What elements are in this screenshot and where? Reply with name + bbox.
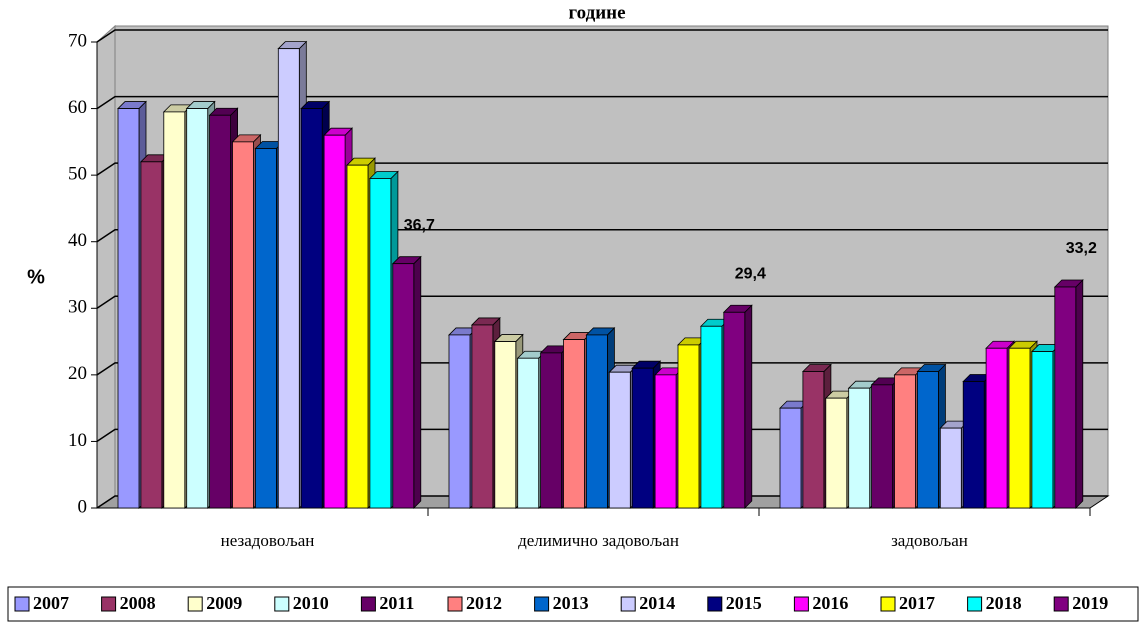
- y-tick-label: 10: [68, 430, 87, 451]
- bar-front: [448, 334, 471, 509]
- bar-side: [1075, 279, 1084, 509]
- bar-front: [802, 371, 825, 509]
- bar-front: [163, 111, 186, 509]
- bar-front: [608, 371, 631, 509]
- bar-front: [392, 263, 415, 509]
- legend-label: 2018: [986, 593, 1022, 613]
- legend-label: 2010: [293, 593, 329, 613]
- bar: [391, 255, 422, 509]
- legend-swatch: [880, 596, 896, 612]
- x-tick-label: незадовољан: [221, 531, 315, 550]
- bar-front: [563, 339, 585, 509]
- bar-front: [848, 387, 871, 509]
- bar-front: [140, 161, 163, 509]
- grid-line: [96, 495, 1108, 509]
- bar-front: [654, 374, 677, 509]
- bar-front: [985, 347, 1008, 509]
- bar-front: [346, 164, 369, 509]
- y-tick-label: 30: [68, 297, 87, 318]
- x-tick-label: задовољан: [891, 531, 968, 550]
- bar-front: [254, 148, 277, 509]
- bar-front: [1031, 351, 1054, 509]
- bar-front: [471, 324, 494, 509]
- bar-front: [723, 311, 746, 509]
- bar: [1053, 279, 1084, 509]
- grid-line: [96, 228, 1108, 243]
- bar-front: [1054, 286, 1077, 509]
- legend-label: 2008: [120, 593, 156, 613]
- bar-front: [917, 371, 939, 509]
- bar-front: [369, 178, 392, 509]
- bar-front: [517, 357, 540, 509]
- grid-line: [96, 428, 1108, 443]
- legend-swatch: [360, 596, 376, 612]
- bar-front: [494, 341, 517, 509]
- bar-front: [779, 407, 802, 509]
- bar-side: [744, 304, 753, 509]
- legend-swatch: [620, 596, 636, 612]
- bar-front: [631, 367, 654, 509]
- y-tick-label: 60: [68, 97, 87, 118]
- chart-title: године: [568, 2, 625, 23]
- legend-label: 2007: [33, 593, 69, 613]
- legend-swatch: [707, 596, 723, 612]
- legend-swatch: [187, 596, 203, 612]
- value-label: 33,2: [1066, 240, 1097, 257]
- bar-front: [186, 108, 209, 509]
- bar-front: [540, 352, 562, 509]
- bar-front: [323, 134, 346, 509]
- grid-line: [96, 29, 1108, 43]
- legend-swatch: [967, 596, 983, 612]
- legend-swatch: [793, 596, 809, 612]
- legend-swatch: [101, 596, 117, 612]
- legend-label: 2016: [812, 593, 848, 613]
- bar-front: [586, 334, 608, 509]
- bar-front: [117, 108, 140, 509]
- legend-label: 2019: [1072, 593, 1108, 613]
- value-label: 36,7: [404, 217, 435, 234]
- y-tick-label: 0: [78, 496, 88, 517]
- bar-front: [871, 384, 893, 509]
- bar-front: [894, 374, 916, 509]
- bar-side: [413, 255, 422, 509]
- bar-front: [939, 427, 962, 509]
- legend-swatch: [1053, 596, 1069, 612]
- value-label: 29,4: [735, 265, 766, 282]
- bar-front: [677, 344, 700, 509]
- bar-front: [1008, 347, 1031, 509]
- grid-line: [96, 95, 1108, 110]
- y-axis-label: %: [27, 266, 45, 288]
- bar-front: [277, 48, 300, 509]
- y-tick-label: 70: [68, 30, 87, 51]
- bar-front: [209, 114, 232, 509]
- legend-label: 2011: [379, 593, 414, 613]
- bar-front: [232, 141, 254, 509]
- bar-front: [700, 325, 723, 509]
- x-tick-label: делимично задовољан: [518, 531, 679, 550]
- grid-line: [96, 162, 1108, 176]
- legend-label: 2017: [899, 593, 935, 613]
- grid-line: [96, 362, 1108, 376]
- legend-label: 2012: [466, 593, 502, 613]
- bar: [722, 304, 753, 509]
- bar-front: [825, 397, 848, 509]
- legend-label: 2014: [639, 593, 675, 613]
- legend-label: 2013: [553, 593, 589, 613]
- y-tick-label: 40: [68, 230, 87, 251]
- legend-label: 2009: [206, 593, 242, 613]
- bar-front: [962, 381, 985, 509]
- y-tick-label: 50: [68, 164, 87, 185]
- bar-front: [300, 108, 323, 509]
- legend-swatch: [534, 596, 550, 612]
- legend-swatch: [274, 596, 290, 612]
- grid-line: [96, 295, 1108, 309]
- legend-swatch: [447, 596, 463, 612]
- legend-swatch: [14, 596, 30, 612]
- legend-label: 2015: [726, 593, 762, 613]
- y-tick-label: 20: [68, 363, 87, 384]
